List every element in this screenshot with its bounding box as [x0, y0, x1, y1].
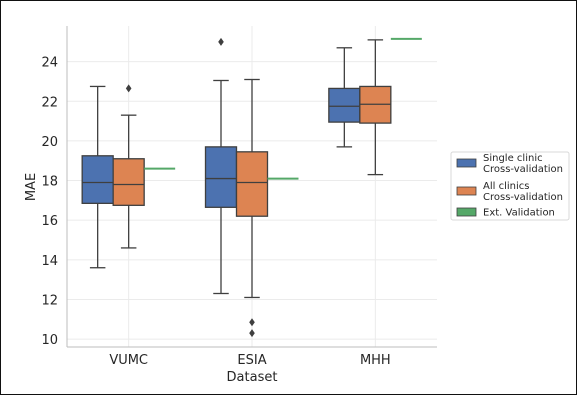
- legend-label: Cross-validation: [483, 164, 563, 175]
- y-tick-label: 16: [41, 214, 58, 229]
- legend-swatch: [456, 158, 477, 168]
- box: [328, 87, 361, 123]
- legend-label: Ext. Validation: [483, 208, 555, 219]
- outlier-marker: [125, 84, 132, 93]
- box: [112, 158, 145, 206]
- y-tick-label: 12: [41, 293, 58, 308]
- y-axis-label: MAE: [24, 173, 39, 201]
- box: [81, 155, 114, 204]
- box: [204, 146, 238, 208]
- axes: 10 12 14 16 18 20 22 24 VUMC ESIA MHH: [41, 26, 437, 368]
- legend-label: All clinics: [483, 181, 529, 192]
- x-tick-label: VUMC: [109, 353, 148, 368]
- x-tick-label: MHH: [360, 353, 391, 368]
- legend-label: Single clinic: [483, 153, 543, 164]
- legend-swatch: [456, 207, 477, 217]
- y-tick-label: 14: [41, 254, 58, 269]
- outlier-marker: [218, 37, 224, 46]
- legend-box: [450, 151, 570, 221]
- x-tick-label: ESIA: [237, 353, 266, 368]
- y-tick-label: 18: [41, 175, 58, 190]
- y-tick-label: 22: [41, 95, 58, 110]
- y-tick-label: 24: [41, 56, 58, 71]
- legend-label: Cross-validation: [483, 192, 563, 203]
- legend-swatch: [456, 186, 477, 196]
- outlier-marker: [249, 318, 255, 327]
- y-tick-label: 20: [41, 135, 58, 150]
- box: [235, 151, 269, 217]
- outlier-marker: [249, 329, 255, 338]
- y-tick-label: 10: [41, 333, 58, 348]
- plot-marks: [81, 37, 422, 338]
- x-axis-label: Dataset: [227, 370, 278, 385]
